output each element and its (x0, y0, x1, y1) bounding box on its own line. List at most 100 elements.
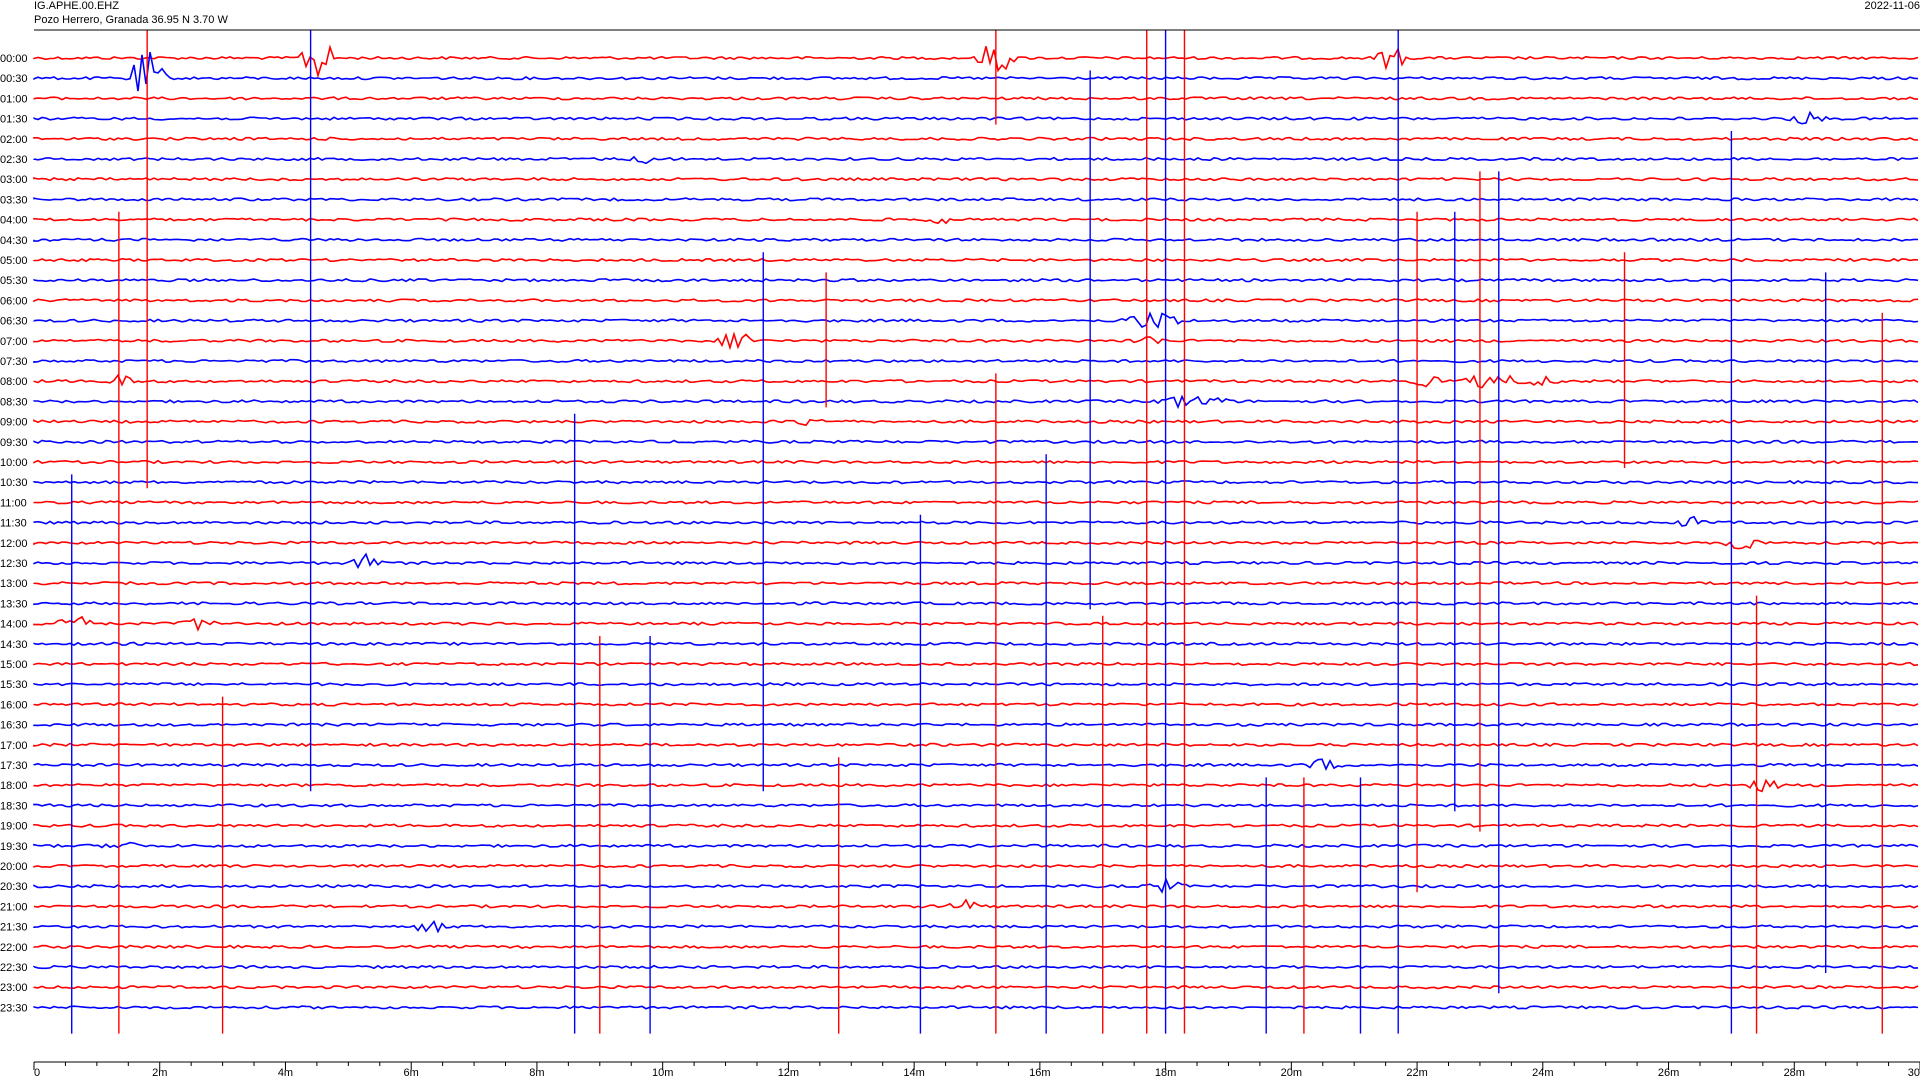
seismic-traces (33, 44, 1919, 1010)
row-label: 16:00 (0, 699, 28, 711)
trace-2300 (33, 985, 1919, 990)
row-label: 11:00 (0, 497, 27, 509)
row-label: 12:30 (0, 558, 28, 570)
row-label: 12:00 (0, 538, 28, 550)
row-time-labels: 00:00 00:30 01:00 01:30 02:00 02:30 03:00 03:30… (0, 53, 28, 1014)
trace-0900 (33, 418, 1919, 427)
row-label: 22:00 (0, 942, 28, 954)
trace-1430 (33, 641, 1919, 647)
row-label: 21:00 (0, 901, 28, 913)
row-label: 13:00 (0, 578, 28, 590)
x-tick-label: 22m (1406, 1067, 1427, 1079)
x-tick-label: 26m (1658, 1067, 1679, 1079)
row-label: 23:30 (0, 1002, 28, 1014)
station-code: IG.APHE.00.EHZ (34, 0, 119, 12)
trace-1200 (33, 539, 1919, 550)
row-label: 06:00 (0, 295, 28, 307)
x-tick-label: 4m (278, 1067, 293, 1079)
trace-1600 (33, 702, 1919, 707)
row-label: 18:00 (0, 780, 28, 792)
trace-2100 (33, 898, 1919, 910)
row-label: 18:30 (0, 800, 28, 812)
row-label: 08:30 (0, 396, 28, 408)
x-tick-label: 0 (34, 1067, 40, 1079)
row-label: 10:00 (0, 457, 28, 469)
trace-0700 (33, 331, 1919, 351)
trace-1830 (33, 803, 1919, 808)
row-label: 04:30 (0, 235, 28, 247)
row-label: 23:00 (0, 982, 28, 994)
row-label: 15:00 (0, 659, 28, 671)
trace-0930 (33, 439, 1919, 444)
plot-date: 2022-11-06 (1864, 0, 1920, 12)
trace-1700 (33, 742, 1919, 748)
x-tick-label: 30 (1908, 1067, 1920, 1079)
trace-0230 (33, 155, 1919, 165)
trace-1030 (33, 479, 1919, 485)
row-label: 02:00 (0, 134, 28, 146)
row-label: 07:30 (0, 356, 28, 368)
row-label: 17:00 (0, 740, 28, 752)
row-label: 00:00 (0, 53, 28, 65)
row-label: 22:30 (0, 962, 28, 974)
row-label: 15:30 (0, 679, 28, 691)
x-tick-label: 2m (152, 1067, 167, 1079)
row-label: 16:30 (0, 720, 28, 732)
row-label: 20:30 (0, 881, 28, 893)
trace-1100 (33, 500, 1919, 505)
trace-1330 (33, 601, 1918, 606)
row-label: 08:00 (0, 376, 28, 388)
x-tick-label: 18m (1155, 1067, 1176, 1079)
x-axis: 0 2m 4m 6m 8m 10m 12m 14m 16m 18m 20m 22m 24m 26m 28m 3… (33, 1061, 1920, 1079)
trace-2000 (33, 863, 1919, 869)
trace-1530 (33, 682, 1919, 687)
trace-2200 (33, 944, 1919, 950)
trace-0530 (33, 278, 1919, 283)
trace-0730 (33, 358, 1919, 364)
trace-1000 (33, 459, 1919, 465)
trace-1130 (33, 515, 1919, 527)
row-label: 03:30 (0, 194, 28, 206)
x-tick-label: 14m (903, 1067, 924, 1079)
x-tick-label: 16m (1029, 1067, 1050, 1079)
trace-2330 (33, 1005, 1919, 1010)
trace-0100 (33, 96, 1919, 101)
trace-0330 (33, 197, 1919, 202)
trace-0830 (33, 394, 1919, 410)
x-tick-label: 12m (778, 1067, 799, 1079)
x-tick-label: 8m (529, 1067, 544, 1079)
trace-0400 (33, 217, 1919, 225)
row-label: 01:00 (0, 93, 28, 105)
x-tick-label: 10m (652, 1067, 673, 1079)
trace-2130 (33, 920, 1919, 934)
trace-0000 (33, 44, 1919, 79)
row-label: 05:00 (0, 255, 28, 267)
row-label: 03:00 (0, 174, 28, 186)
trace-0800 (33, 373, 1919, 389)
x-tick-label: 6m (404, 1067, 419, 1079)
row-label: 09:30 (0, 437, 28, 449)
trace-0500 (33, 257, 1919, 263)
trace-1230 (33, 552, 1919, 570)
x-tick-label: 28m (1784, 1067, 1805, 1079)
row-label: 10:30 (0, 477, 28, 489)
station-location: Pozo Herrero, Granada 36.95 N 3.70 W (34, 14, 228, 26)
row-label: 07:00 (0, 336, 28, 348)
row-label: 01:30 (0, 114, 28, 126)
trace-2230 (33, 964, 1919, 970)
trace-0300 (33, 176, 1919, 182)
trace-0630 (33, 311, 1919, 329)
row-label: 00:30 (0, 73, 28, 85)
trace-1400 (33, 615, 1919, 632)
x-tick-label: 24m (1532, 1067, 1553, 1079)
row-label: 21:30 (0, 922, 28, 934)
row-label: 19:30 (0, 841, 28, 853)
trace-1500 (33, 661, 1919, 667)
trace-2030 (33, 876, 1919, 894)
row-label: 19:00 (0, 821, 28, 833)
x-tick-label: 20m (1281, 1067, 1302, 1079)
trace-0030 (33, 52, 1919, 92)
spike-lines (71, 30, 1883, 1034)
trace-1930 (33, 841, 1919, 849)
